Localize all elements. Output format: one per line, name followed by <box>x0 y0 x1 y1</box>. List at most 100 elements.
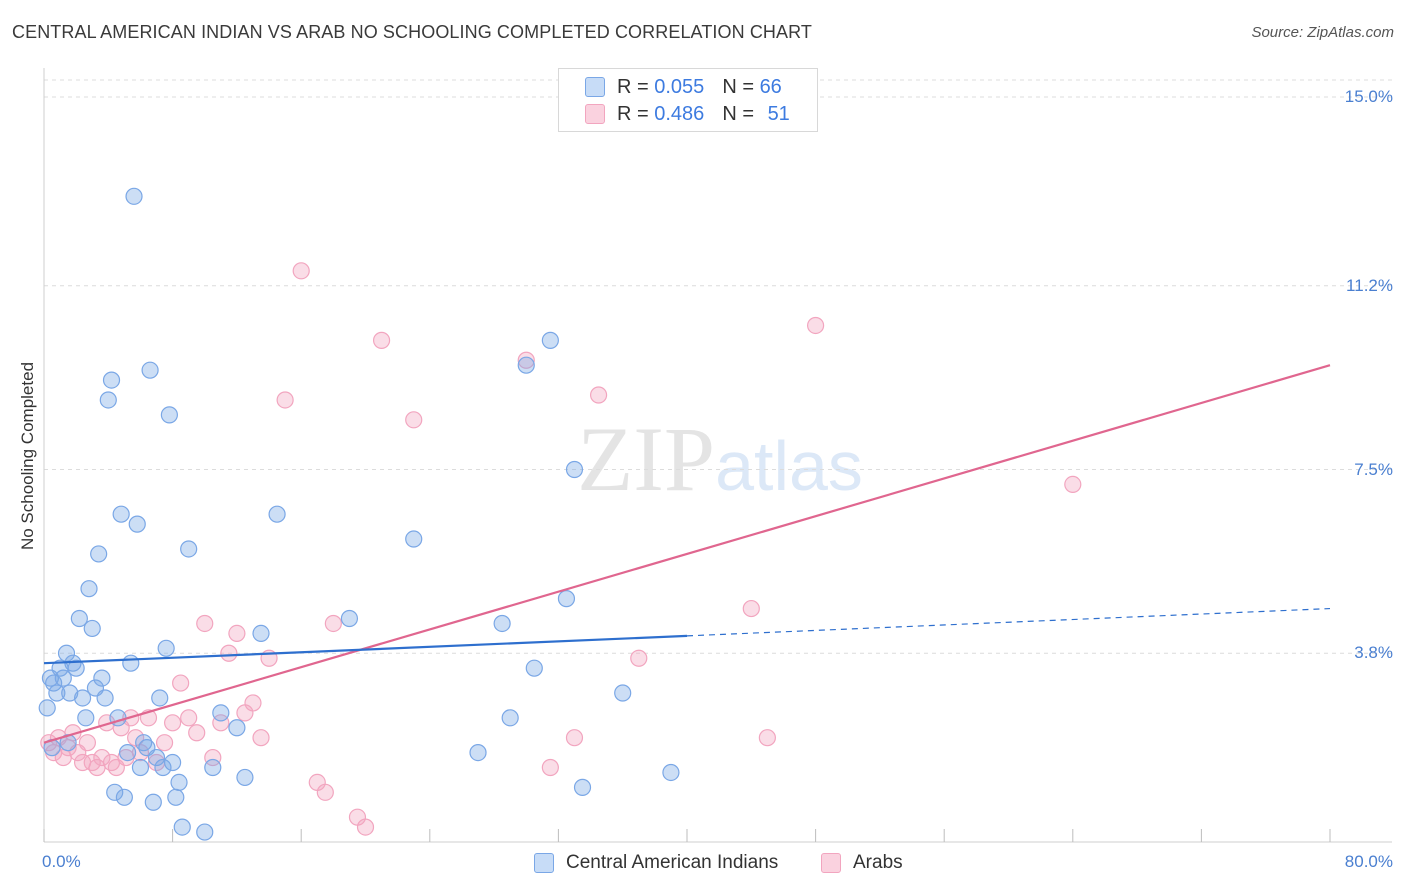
point-central-american-indians <box>180 540 198 558</box>
y-tick-label: 3.8% <box>1354 643 1393 663</box>
point-central-american-indians <box>128 515 146 533</box>
point-arabs <box>292 262 310 280</box>
point-central-american-indians <box>99 391 117 409</box>
point-arabs <box>196 614 214 633</box>
point-central-american-indians <box>196 823 214 841</box>
point-central-american-indians <box>122 654 140 672</box>
point-central-american-indians <box>141 361 159 379</box>
point-central-american-indians <box>54 669 72 687</box>
y-tick-label: 15.0% <box>1344 87 1393 106</box>
point-arabs <box>83 753 101 772</box>
point-arabs <box>356 818 375 836</box>
trendline-central-american-indians-extension <box>686 607 1331 637</box>
series-label: Arabs <box>853 852 903 873</box>
legend-row-central-american-indians: R = 0.055 N = 66 <box>585 75 782 99</box>
point-central-american-indians <box>135 734 153 752</box>
point-arabs <box>228 624 246 643</box>
point-central-american-indians <box>212 704 230 722</box>
point-central-american-indians <box>77 709 95 727</box>
legend-n-value: 66 <box>759 75 782 98</box>
point-central-american-indians <box>112 505 130 523</box>
point-central-american-indians <box>118 743 137 762</box>
point-central-american-indians <box>573 778 592 796</box>
x-tick-label-max: 80.0% <box>1344 852 1393 871</box>
watermark: ZIPatlas <box>577 408 863 510</box>
legend-row-arabs: R = 0.486 N = 51 <box>585 102 790 126</box>
point-central-american-indians <box>469 743 487 762</box>
point-central-american-indians <box>565 460 584 479</box>
point-arabs <box>276 391 294 409</box>
point-arabs <box>155 734 174 752</box>
y-tick-label: 7.5% <box>1354 459 1393 479</box>
point-arabs <box>589 386 608 404</box>
legend-r-label: R = <box>617 75 649 98</box>
point-central-american-indians <box>45 674 63 692</box>
point-central-american-indians <box>90 545 108 563</box>
point-arabs <box>517 351 535 369</box>
point-arabs <box>1064 475 1082 493</box>
point-arabs <box>188 724 206 742</box>
point-arabs <box>316 783 334 801</box>
legend-n-label: N = <box>722 75 754 98</box>
chart-title: CENTRAL AMERICAN INDIAN VS ARAB NO SCHOO… <box>12 22 812 42</box>
point-central-american-indians <box>405 530 423 548</box>
point-central-american-indians <box>96 689 114 707</box>
point-arabs <box>742 599 760 618</box>
point-central-american-indians <box>662 763 680 782</box>
chart-source: Source: ZipAtlas.com <box>1251 24 1394 41</box>
point-arabs <box>244 694 262 712</box>
point-arabs <box>324 614 342 633</box>
point-central-american-indians <box>614 684 632 702</box>
point-central-american-indians <box>93 669 111 687</box>
point-central-american-indians <box>517 356 535 374</box>
point-central-american-indians <box>340 609 359 628</box>
point-arabs <box>172 674 190 692</box>
legend-r-value: 0.486 <box>654 102 705 125</box>
legend-n-value: 51 <box>767 102 790 125</box>
series-swatch-pink <box>821 853 841 873</box>
legend-r-label: R = <box>617 102 649 125</box>
point-central-american-indians <box>154 758 172 777</box>
point-arabs <box>252 729 270 747</box>
point-arabs <box>204 748 222 767</box>
point-central-american-indians <box>80 580 98 598</box>
series-legend-arabs: Arabs <box>821 852 903 874</box>
watermark-zip: ZIP <box>577 408 715 510</box>
series-swatch-blue <box>534 853 554 873</box>
point-central-american-indians <box>70 609 88 628</box>
point-central-american-indians <box>167 788 185 806</box>
x-tick-label-min: 0.0% <box>42 852 81 871</box>
point-arabs <box>220 644 238 662</box>
legend-swatch-blue <box>585 77 605 97</box>
point-central-american-indians <box>252 624 270 643</box>
point-arabs <box>565 729 584 747</box>
point-central-american-indians <box>170 773 188 792</box>
point-central-american-indians <box>67 659 85 677</box>
point-central-american-indians <box>106 783 124 801</box>
point-central-american-indians <box>525 659 543 677</box>
correlation-legend: R = 0.055 N = 66 R = 0.486 N = 51 <box>558 68 818 132</box>
point-arabs <box>180 709 198 727</box>
point-arabs <box>93 748 111 767</box>
legend-swatch-pink <box>585 104 605 124</box>
point-arabs <box>405 411 423 429</box>
point-central-american-indians <box>125 187 143 205</box>
point-arabs <box>806 316 825 335</box>
point-central-american-indians <box>160 406 178 424</box>
legend-r-value: 0.055 <box>654 75 705 98</box>
point-arabs <box>40 734 58 752</box>
point-central-american-indians <box>151 689 169 707</box>
point-central-american-indians <box>228 719 246 737</box>
point-central-american-indians <box>493 614 511 633</box>
legend-n-label: N = <box>722 102 754 125</box>
trendline-arabs <box>43 364 1331 744</box>
point-arabs <box>78 734 97 752</box>
point-arabs <box>541 758 559 777</box>
point-central-american-indians <box>164 753 182 772</box>
point-arabs <box>212 714 230 732</box>
point-central-american-indians <box>38 699 56 717</box>
point-central-american-indians <box>102 371 121 389</box>
series-legend-central-american-indians: Central American Indians <box>534 852 778 874</box>
point-central-american-indians <box>115 788 133 806</box>
